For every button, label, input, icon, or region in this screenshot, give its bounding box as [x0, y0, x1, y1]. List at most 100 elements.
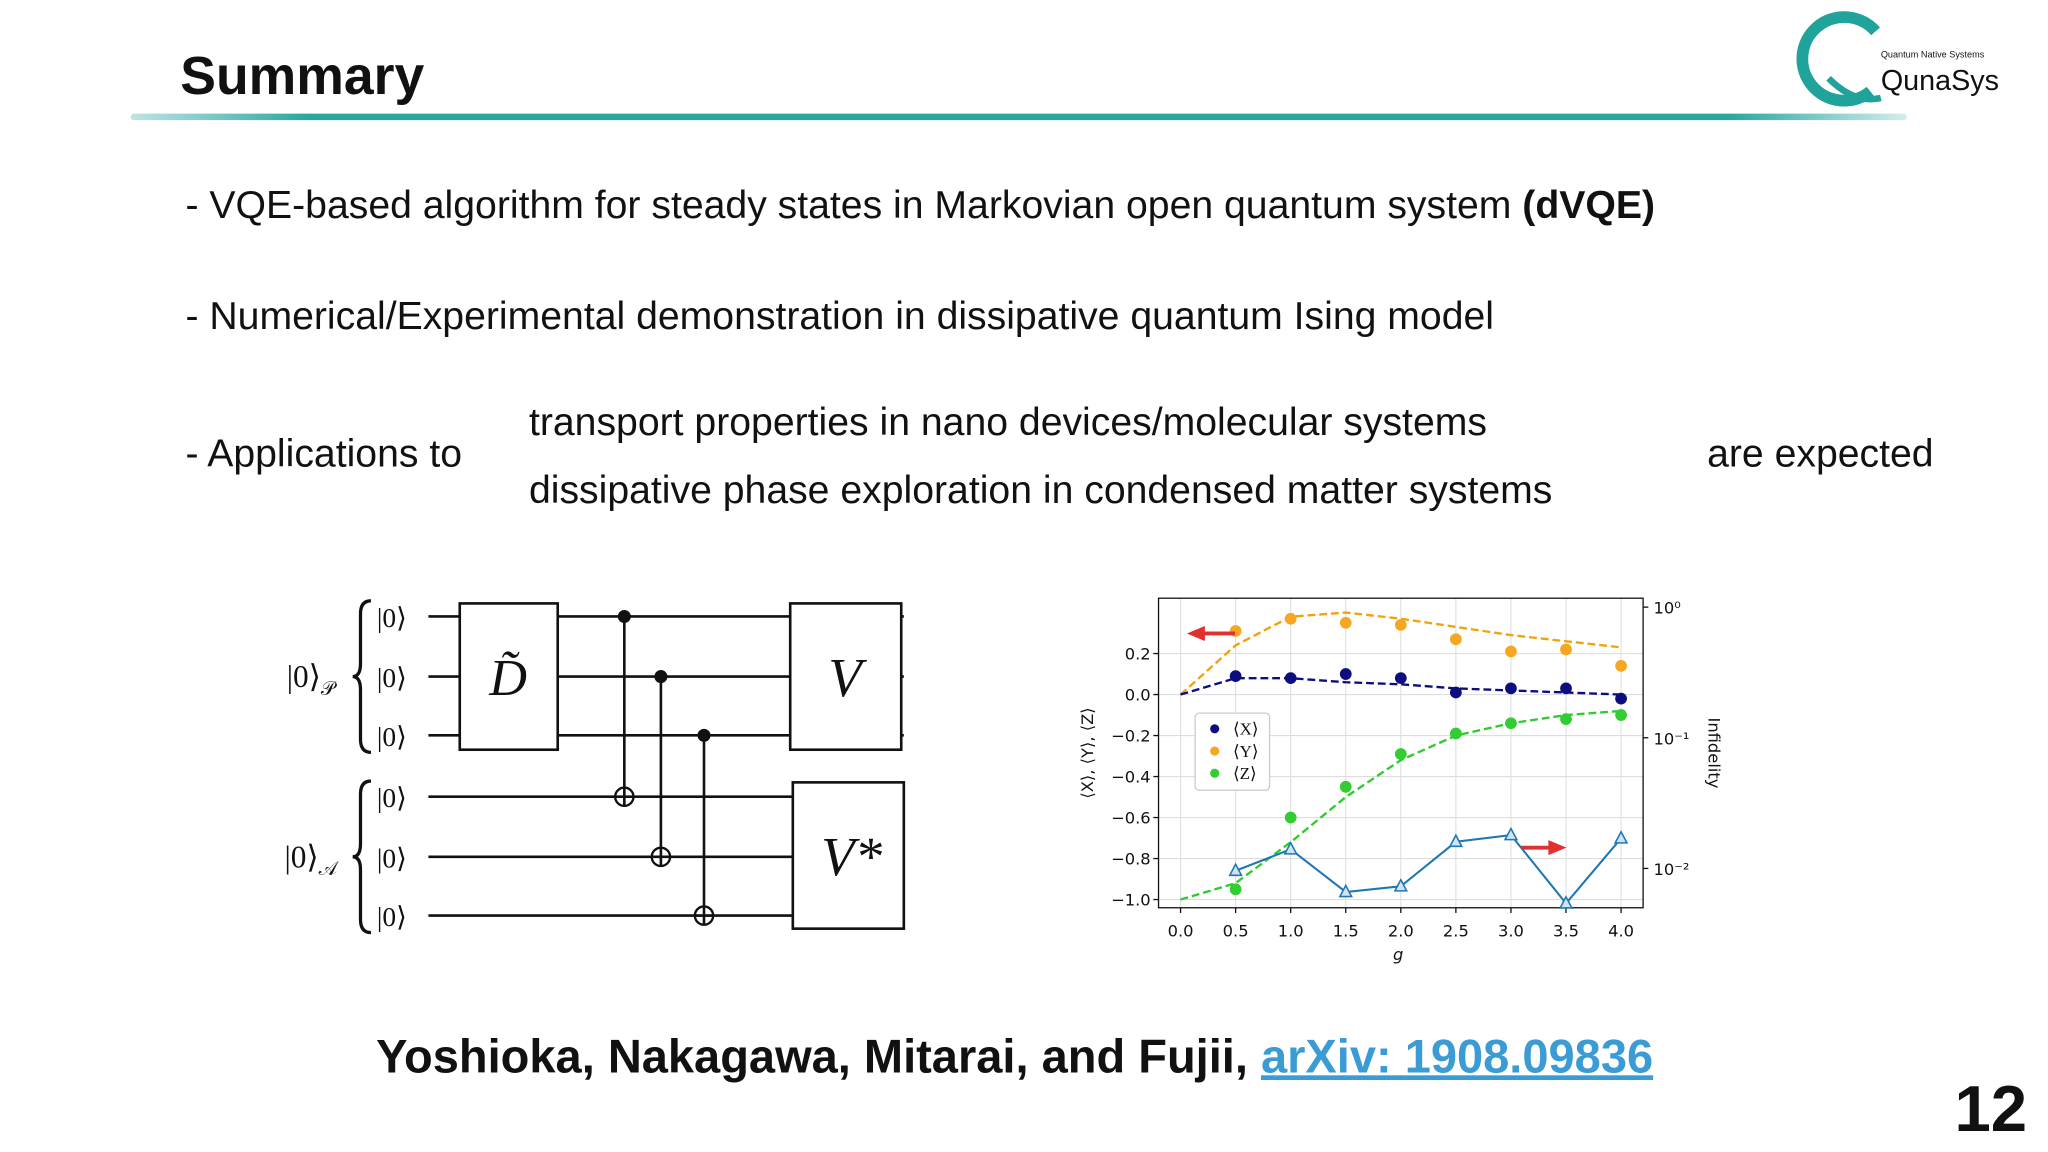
qubit-label: |0⟩ [377, 783, 407, 813]
qubit-label: |0⟩ [377, 843, 407, 873]
data-point [1284, 612, 1297, 625]
citation: Yoshioka, Nakagawa, Mitarai, and Fujii, … [376, 1029, 1653, 1082]
infidelity-point [1393, 878, 1408, 892]
x-tick-label: 1.5 [1333, 921, 1359, 940]
data-point [1339, 616, 1352, 629]
gate-label: V* [821, 826, 883, 887]
qubit-label: |0⟩ [377, 603, 407, 633]
infidelity-point [1283, 841, 1298, 855]
logo-tail [1826, 76, 1882, 103]
register-ket: |0⟩ [285, 839, 319, 874]
plot: 0.0 0.5 1.0 1.5 2.0 2.5 3.0 3.5 4.0 0.2 0.0 −0.2 −0.… [1078, 597, 1723, 964]
theory-line [1180, 709, 1622, 901]
bullet: - VQE-based algorithm for steady states … [185, 184, 1655, 227]
bullet-emphasis: (dVQE) [1522, 184, 1655, 227]
x-tick-label: 3.0 [1498, 921, 1524, 940]
bullet-text: - VQE-based algorithm for steady states … [185, 184, 1511, 227]
y-axis-label: ⟨X⟩, ⟨Y⟩, ⟨Z⟩ [1078, 707, 1097, 798]
x-tick-label: 1.0 [1278, 921, 1304, 940]
arrow [1520, 840, 1567, 856]
theory-line [1180, 676, 1622, 696]
x-tick-label: 3.5 [1553, 921, 1579, 940]
register-label: |0⟩𝒜 [285, 839, 340, 880]
data-point [1505, 717, 1517, 730]
logo-tagline: Quantum Native Systems [1881, 49, 1985, 59]
data-point [1450, 633, 1462, 646]
data-point [1615, 709, 1627, 721]
x-tick-label: 0.0 [1168, 921, 1194, 940]
y-tick-label: −0.8 [1111, 849, 1151, 868]
data-point [1284, 811, 1297, 824]
y2-tick-label: 10⁻¹ [1654, 729, 1690, 748]
y-tick-label: −0.4 [1111, 767, 1151, 786]
qubit-label: |0⟩ [377, 722, 407, 752]
register-sub: 𝒫 [321, 679, 338, 700]
data-point [1560, 713, 1572, 726]
data-point [1505, 682, 1517, 695]
data-point [1229, 670, 1242, 682]
slide-title: Summary [180, 47, 424, 106]
citation-link[interactable]: arXiv: 1908.09836 [1261, 1029, 1653, 1082]
gate-box [458, 602, 560, 752]
x-axis-label: g [1393, 945, 1403, 964]
legend-marker [1210, 768, 1220, 778]
brace [352, 779, 372, 935]
data-point [1560, 682, 1572, 695]
data-point [1450, 727, 1462, 740]
title-rule [130, 113, 1907, 121]
cnot-control [697, 728, 711, 742]
brace [352, 599, 372, 754]
plot-frame [1157, 597, 1644, 909]
qubit-label: |0⟩ [377, 663, 407, 693]
logo: Quantum Native Systems QunaSys [1796, 11, 1999, 107]
legend-label: ⟨Z⟩ [1233, 764, 1257, 783]
x-tick-label: 2.5 [1443, 921, 1469, 940]
page-number: 12 [1954, 1072, 2027, 1145]
logo-name: QunaSys [1881, 65, 1999, 97]
gate-box [791, 781, 906, 930]
infidelity-point [1558, 895, 1574, 909]
applications-lead: - Applications to [185, 432, 462, 475]
data-point [1339, 668, 1352, 680]
legend-label: ⟨Y⟩ [1233, 742, 1259, 761]
logo-mark [1796, 11, 1881, 107]
register-ket: |0⟩ [287, 659, 321, 694]
theory-line [1179, 611, 1622, 696]
infidelity-point [1503, 826, 1519, 841]
bullet: - Numerical/Experimental demonstration i… [185, 295, 1494, 338]
cnot-control [617, 609, 631, 624]
arrow [1186, 625, 1235, 641]
data-point [1394, 672, 1407, 685]
register-label: |0⟩𝒫 [287, 659, 338, 700]
data-point [1229, 883, 1242, 896]
circuit: |0⟩𝒫 |0⟩𝒜 D̃ V V* |0⟩|0⟩|0⟩|0⟩|0⟩|0⟩ [285, 599, 906, 935]
legend-marker [1210, 746, 1220, 756]
qubit-label: |0⟩ [377, 902, 407, 932]
data-point [1394, 618, 1407, 631]
y-tick-label: 0.0 [1125, 685, 1151, 704]
data-point [1615, 659, 1627, 672]
y-tick-label: −0.2 [1111, 726, 1151, 745]
infidelity-point [1613, 830, 1629, 844]
data-point [1450, 686, 1462, 699]
y2-tick-label: 10⁰ [1654, 599, 1681, 618]
register-sub: 𝒜 [319, 859, 340, 880]
x-tick-label: 2.0 [1388, 921, 1414, 940]
data-point [1284, 672, 1297, 685]
y-tick-label: −1.0 [1111, 890, 1151, 909]
data-point [1505, 645, 1517, 658]
application-item: transport properties in nano devices/mol… [529, 401, 1487, 444]
gate-label: V [828, 647, 867, 708]
application-item: dissipative phase exploration in condens… [529, 469, 1552, 512]
infidelity-line [1235, 833, 1622, 906]
y-tick-label: −0.6 [1111, 808, 1151, 827]
y2-axis-label: Infidelity [1704, 718, 1723, 789]
legend-label: ⟨X⟩ [1233, 720, 1259, 739]
infidelity-point [1448, 833, 1464, 848]
data-point [1615, 692, 1627, 705]
legend-marker [1210, 724, 1220, 734]
gate-box [788, 602, 903, 752]
x-tick-label: 4.0 [1608, 921, 1634, 940]
y2-tick-label: 10⁻² [1654, 860, 1690, 879]
